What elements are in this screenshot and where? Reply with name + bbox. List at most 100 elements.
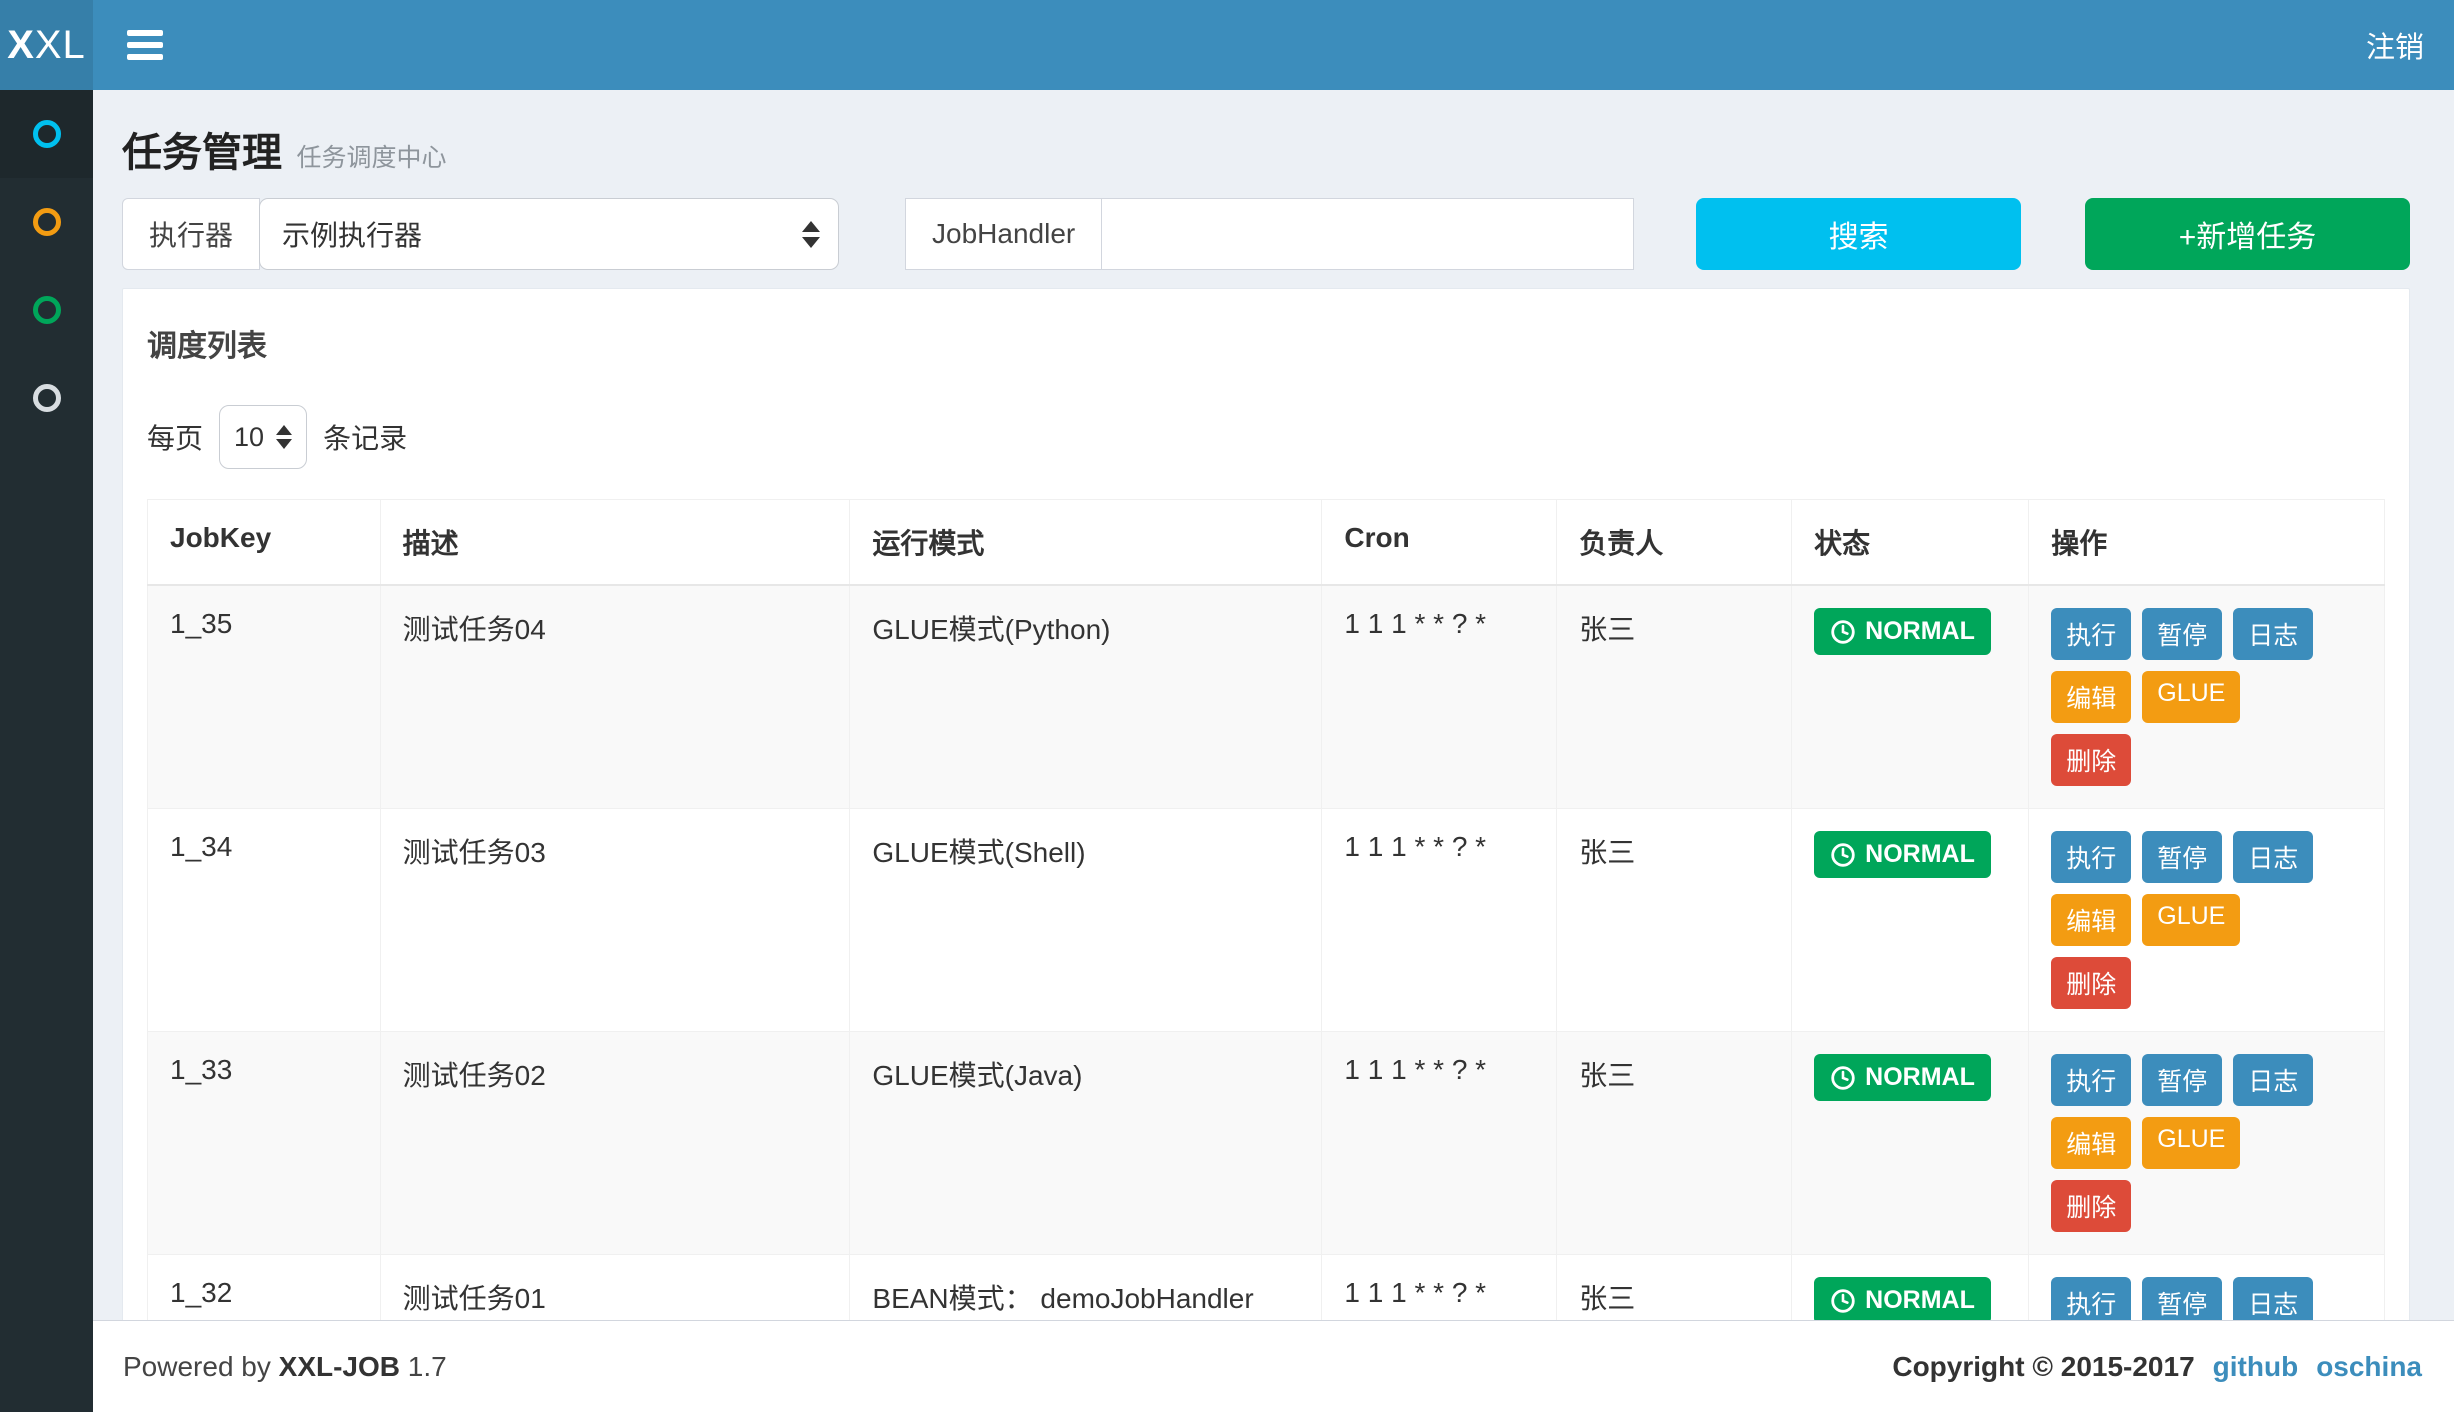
status-text: NORMAL [1865, 840, 1975, 868]
run-button[interactable]: 执行 [2051, 831, 2132, 883]
cell-owner: 张三 [1556, 584, 1793, 809]
cell-cron: 1 1 1 * * ? * [1321, 1031, 1558, 1255]
add-task-button[interactable]: +新增任务 [2085, 198, 2410, 270]
pause-button[interactable]: 暂停 [2142, 831, 2223, 883]
edit-button[interactable]: 编辑 [2051, 671, 2132, 723]
jobhandler-label: JobHandler [905, 198, 1103, 270]
app-logo[interactable]: X XL [0, 0, 93, 90]
oschina-link[interactable]: oschina [2316, 1350, 2422, 1382]
circle-icon [32, 120, 61, 148]
status-badge: NORMAL [1814, 1277, 1991, 1320]
cell-actions: 执行 暂停 日志 编辑 GLUE 删除 [2028, 1031, 2385, 1255]
page-size-select[interactable]: 10 [219, 405, 308, 469]
table-row: 1_34 测试任务03 GLUE模式(Shell) 1 1 1 * * ? * … [147, 808, 2385, 1032]
main-content: 任务管理 任务调度中心 执行器 示例执行器 JobHandler 搜索 +新增任… [93, 90, 2454, 1320]
footer-powered: Powered by XXL-JOB 1.7 [123, 1351, 447, 1383]
edit-button[interactable]: 编辑 [2051, 1117, 2132, 1169]
log-button[interactable]: 日志 [2233, 1277, 2314, 1320]
jobhandler-input[interactable] [1102, 198, 1635, 270]
glue-button[interactable]: GLUE [2142, 1117, 2241, 1169]
sidebar-toggle-icon[interactable] [123, 22, 167, 68]
product-name: XXL-JOB [278, 1350, 401, 1382]
table-row: 1_32 测试任务01 BEAN模式： demoJobHandler 1 1 1… [147, 1254, 2385, 1320]
status-text: NORMAL [1865, 1063, 1975, 1091]
top-navbar: X XL 注销 [0, 0, 2454, 90]
delete-button[interactable]: 删除 [2051, 734, 2132, 786]
footer-copyright-area: Copyright © 2015-2017 github oschina [1892, 1351, 2422, 1383]
table-row: 1_35 测试任务04 GLUE模式(Python) 1 1 1 * * ? *… [147, 584, 2385, 809]
cell-actions: 执行 暂停 日志 编辑 GLUE 删除 [2028, 584, 2385, 809]
col-cron: Cron [1321, 499, 1558, 586]
col-owner: 负责人 [1556, 499, 1793, 586]
cell-desc: 测试任务02 [379, 1031, 851, 1255]
executor-select[interactable]: 示例执行器 [259, 198, 840, 270]
edit-button[interactable]: 编辑 [2051, 894, 2132, 946]
status-text: NORMAL [1865, 617, 1975, 645]
table-row: 1_33 测试任务02 GLUE模式(Java) 1 1 1 * * ? * 张… [147, 1031, 2385, 1255]
cell-cron: 1 1 1 * * ? * [1321, 808, 1558, 1032]
page-subtitle: 任务调度中心 [296, 144, 447, 172]
page-title: 任务管理 [122, 131, 282, 175]
logo-light-text: XL [34, 22, 86, 67]
cell-actions: 执行 暂停 日志 编辑 GLUE 删除 [2028, 808, 2385, 1032]
footer: Powered by XXL-JOB 1.7 Copyright © 2015-… [93, 1320, 2454, 1412]
logout-link[interactable]: 注销 [2365, 32, 2424, 64]
cell-owner: 张三 [1556, 808, 1793, 1032]
pause-button[interactable]: 暂停 [2142, 1054, 2223, 1106]
jobhandler-filter-group: JobHandler [905, 198, 1635, 270]
page-size-prefix: 每页 [147, 423, 204, 454]
schedule-list-panel: 调度列表 每页 10 条记录 JobKey 描述 运 [122, 288, 2410, 1320]
powered-prefix: Powered by [123, 1350, 271, 1382]
clock-icon [1831, 1065, 1855, 1090]
cell-status: NORMAL [1791, 1254, 2030, 1320]
cell-jobkey: 1_35 [147, 584, 381, 809]
status-badge: NORMAL [1814, 1054, 1991, 1101]
content-header: 任务管理 任务调度中心 [122, 90, 2410, 194]
col-mode: 运行模式 [849, 499, 1323, 586]
circle-icon [32, 384, 61, 412]
table-header-row: JobKey 描述 运行模式 Cron 负责人 状态 操作 [147, 499, 2385, 586]
cell-cron: 1 1 1 * * ? * [1321, 584, 1558, 809]
col-actions: 操作 [2028, 499, 2385, 586]
page-size-control: 每页 10 条记录 [147, 405, 2385, 469]
circle-icon [32, 208, 61, 236]
sidebar-item-3[interactable] [0, 266, 93, 354]
cell-owner: 张三 [1556, 1254, 1793, 1320]
status-badge: NORMAL [1814, 831, 1991, 878]
run-button[interactable]: 执行 [2051, 1277, 2132, 1320]
circle-icon [32, 296, 61, 324]
executor-selected-value: 示例执行器 [282, 220, 423, 251]
status-text: NORMAL [1865, 1286, 1975, 1314]
page-size-suffix: 条记录 [323, 423, 408, 454]
cell-status: NORMAL [1791, 584, 2030, 809]
pause-button[interactable]: 暂停 [2142, 608, 2223, 660]
log-button[interactable]: 日志 [2233, 1054, 2314, 1106]
log-button[interactable]: 日志 [2233, 608, 2314, 660]
github-link[interactable]: github [2212, 1350, 2299, 1382]
select-arrows-icon [276, 425, 293, 449]
product-version: 1.7 [407, 1350, 447, 1382]
log-button[interactable]: 日志 [2233, 831, 2314, 883]
sidebar-item-1[interactable] [0, 90, 93, 178]
cell-mode: GLUE模式(Shell) [849, 808, 1323, 1032]
col-desc: 描述 [379, 499, 851, 586]
run-button[interactable]: 执行 [2051, 1054, 2132, 1106]
cell-jobkey: 1_33 [147, 1031, 381, 1255]
filter-toolbar: 执行器 示例执行器 JobHandler 搜索 +新增任务 [122, 194, 2410, 274]
cell-jobkey: 1_34 [147, 808, 381, 1032]
cell-owner: 张三 [1556, 1031, 1793, 1255]
cell-desc: 测试任务04 [379, 584, 851, 809]
run-button[interactable]: 执行 [2051, 608, 2132, 660]
sidebar-item-4[interactable] [0, 354, 93, 442]
executor-label: 执行器 [122, 198, 261, 270]
panel-title: 调度列表 [147, 330, 267, 363]
clock-icon [1831, 619, 1855, 644]
search-button[interactable]: 搜索 [1696, 198, 2022, 270]
jobs-table: JobKey 描述 运行模式 Cron 负责人 状态 操作 1_35 测试任务0… [147, 499, 2385, 1320]
glue-button[interactable]: GLUE [2142, 671, 2241, 723]
delete-button[interactable]: 删除 [2051, 957, 2132, 1009]
delete-button[interactable]: 删除 [2051, 1180, 2132, 1232]
sidebar-item-2[interactable] [0, 178, 93, 266]
glue-button[interactable]: GLUE [2142, 894, 2241, 946]
pause-button[interactable]: 暂停 [2142, 1277, 2223, 1320]
